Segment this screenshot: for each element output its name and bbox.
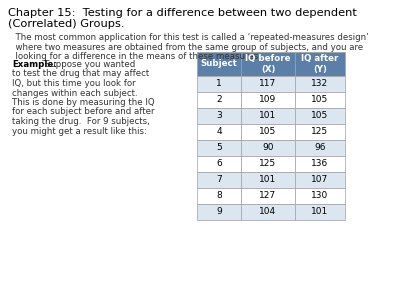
Bar — [241, 188, 295, 204]
Text: 90: 90 — [262, 143, 274, 152]
Text: Example:: Example: — [12, 60, 57, 69]
Bar — [295, 92, 345, 108]
Text: 132: 132 — [312, 80, 328, 88]
Bar — [197, 172, 241, 188]
Bar — [241, 140, 295, 156]
Bar — [197, 76, 241, 92]
Bar — [295, 76, 345, 92]
Bar — [295, 140, 345, 156]
Text: 101: 101 — [311, 208, 329, 217]
Text: IQ, but this time you look for: IQ, but this time you look for — [12, 79, 136, 88]
Text: IQ after
(Y): IQ after (Y) — [301, 54, 339, 74]
Text: IQ before
(X): IQ before (X) — [245, 54, 291, 74]
Bar — [241, 92, 295, 108]
Text: 107: 107 — [311, 176, 329, 184]
Text: 109: 109 — [259, 95, 277, 104]
Text: 96: 96 — [314, 143, 326, 152]
Bar — [295, 172, 345, 188]
Text: looking for a difference in the means of these measures.: looking for a difference in the means of… — [10, 52, 261, 61]
Bar — [241, 108, 295, 124]
Text: 6: 6 — [216, 160, 222, 169]
Text: you might get a result like this:: you might get a result like this: — [12, 127, 147, 136]
Bar — [197, 92, 241, 108]
Text: 125: 125 — [312, 128, 328, 136]
Bar — [295, 188, 345, 204]
Text: 104: 104 — [260, 208, 276, 217]
Bar — [197, 140, 241, 156]
Text: 3: 3 — [216, 112, 222, 121]
Bar — [241, 52, 295, 76]
Text: for each subject before and after: for each subject before and after — [12, 107, 154, 116]
Text: 101: 101 — [259, 176, 277, 184]
Text: 105: 105 — [311, 112, 329, 121]
Text: 125: 125 — [260, 160, 276, 169]
Bar — [197, 52, 241, 76]
Bar — [295, 124, 345, 140]
Text: 127: 127 — [260, 191, 276, 200]
Bar — [295, 108, 345, 124]
Text: 117: 117 — [259, 80, 277, 88]
Text: 105: 105 — [259, 128, 277, 136]
Text: changes within each subject.: changes within each subject. — [12, 88, 138, 98]
Text: 2: 2 — [216, 95, 222, 104]
Text: 136: 136 — [311, 160, 329, 169]
Text: 105: 105 — [311, 95, 329, 104]
Text: 101: 101 — [259, 112, 277, 121]
Text: This is done by measuring the IQ: This is done by measuring the IQ — [12, 98, 155, 107]
Text: Suppose you wanted: Suppose you wanted — [42, 60, 135, 69]
Text: 7: 7 — [216, 176, 222, 184]
Text: (Correlated) Groups.: (Correlated) Groups. — [8, 19, 124, 29]
Text: Subject: Subject — [200, 59, 238, 68]
Bar — [241, 124, 295, 140]
Text: 1: 1 — [216, 80, 222, 88]
Bar — [295, 52, 345, 76]
Bar — [241, 204, 295, 220]
Bar — [197, 156, 241, 172]
Text: 5: 5 — [216, 143, 222, 152]
Text: where two measures are obtained from the same group of subjects, and you are: where two measures are obtained from the… — [10, 43, 363, 52]
Text: The most common application for this test is called a ‘repeated-measures design’: The most common application for this tes… — [10, 33, 369, 42]
Bar — [197, 108, 241, 124]
Bar — [241, 76, 295, 92]
Text: 9: 9 — [216, 208, 222, 217]
Bar — [241, 156, 295, 172]
Bar — [295, 204, 345, 220]
Text: to test the drug that may affect: to test the drug that may affect — [12, 70, 149, 79]
Bar — [197, 124, 241, 140]
Bar — [241, 172, 295, 188]
Bar — [197, 204, 241, 220]
Text: Chapter 15:  Testing for a difference between two dependent: Chapter 15: Testing for a difference bet… — [8, 8, 357, 18]
Bar — [295, 156, 345, 172]
Text: 130: 130 — [311, 191, 329, 200]
Text: taking the drug.  For 9 subjects,: taking the drug. For 9 subjects, — [12, 117, 150, 126]
Bar — [197, 188, 241, 204]
Text: 4: 4 — [216, 128, 222, 136]
Text: 8: 8 — [216, 191, 222, 200]
